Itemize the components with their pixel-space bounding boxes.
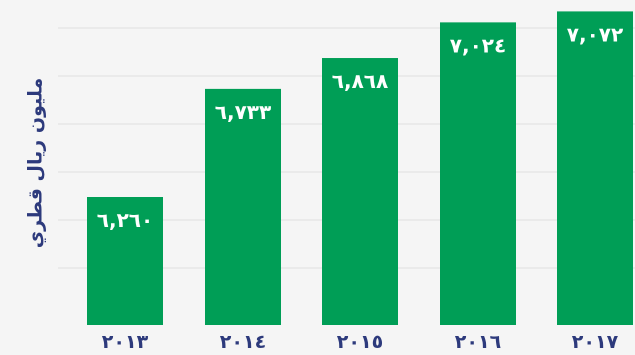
bars <box>87 11 633 326</box>
bar-0 <box>87 197 163 325</box>
x-tick-label-0: ٢٠١٣ <box>102 331 149 353</box>
x-tick-label-1: ٢٠١٤ <box>220 331 266 353</box>
value-label-1: ٦,٧٣٣ <box>215 100 271 124</box>
bar-3 <box>440 22 516 325</box>
bar-1 <box>205 88 281 325</box>
value-labels: ٦,٢٦٠ ٦,٧٣٣ ٦,٨٦٨ ٧,٠٢٤ ٧,٠٧٢ <box>97 22 623 232</box>
x-tick-label-3: ٢٠١٦ <box>455 331 501 353</box>
bar-4 <box>557 11 633 326</box>
x-tick-label-4: ٢٠١٧ <box>572 331 619 353</box>
value-label-0: ٦,٢٦٠ <box>97 208 153 232</box>
value-label-3: ٧,٠٢٤ <box>450 33 506 57</box>
x-tick-labels: ٢٠١٣ ٢٠١٤ ٢٠١٥ ٢٠١٦ ٢٠١٧ <box>102 331 619 353</box>
value-label-4: ٧,٠٧٢ <box>567 22 623 46</box>
x-tick-label-2: ٢٠١٥ <box>337 331 383 353</box>
value-label-2: ٦,٨٦٨ <box>332 69 388 93</box>
bar-2 <box>322 58 398 326</box>
